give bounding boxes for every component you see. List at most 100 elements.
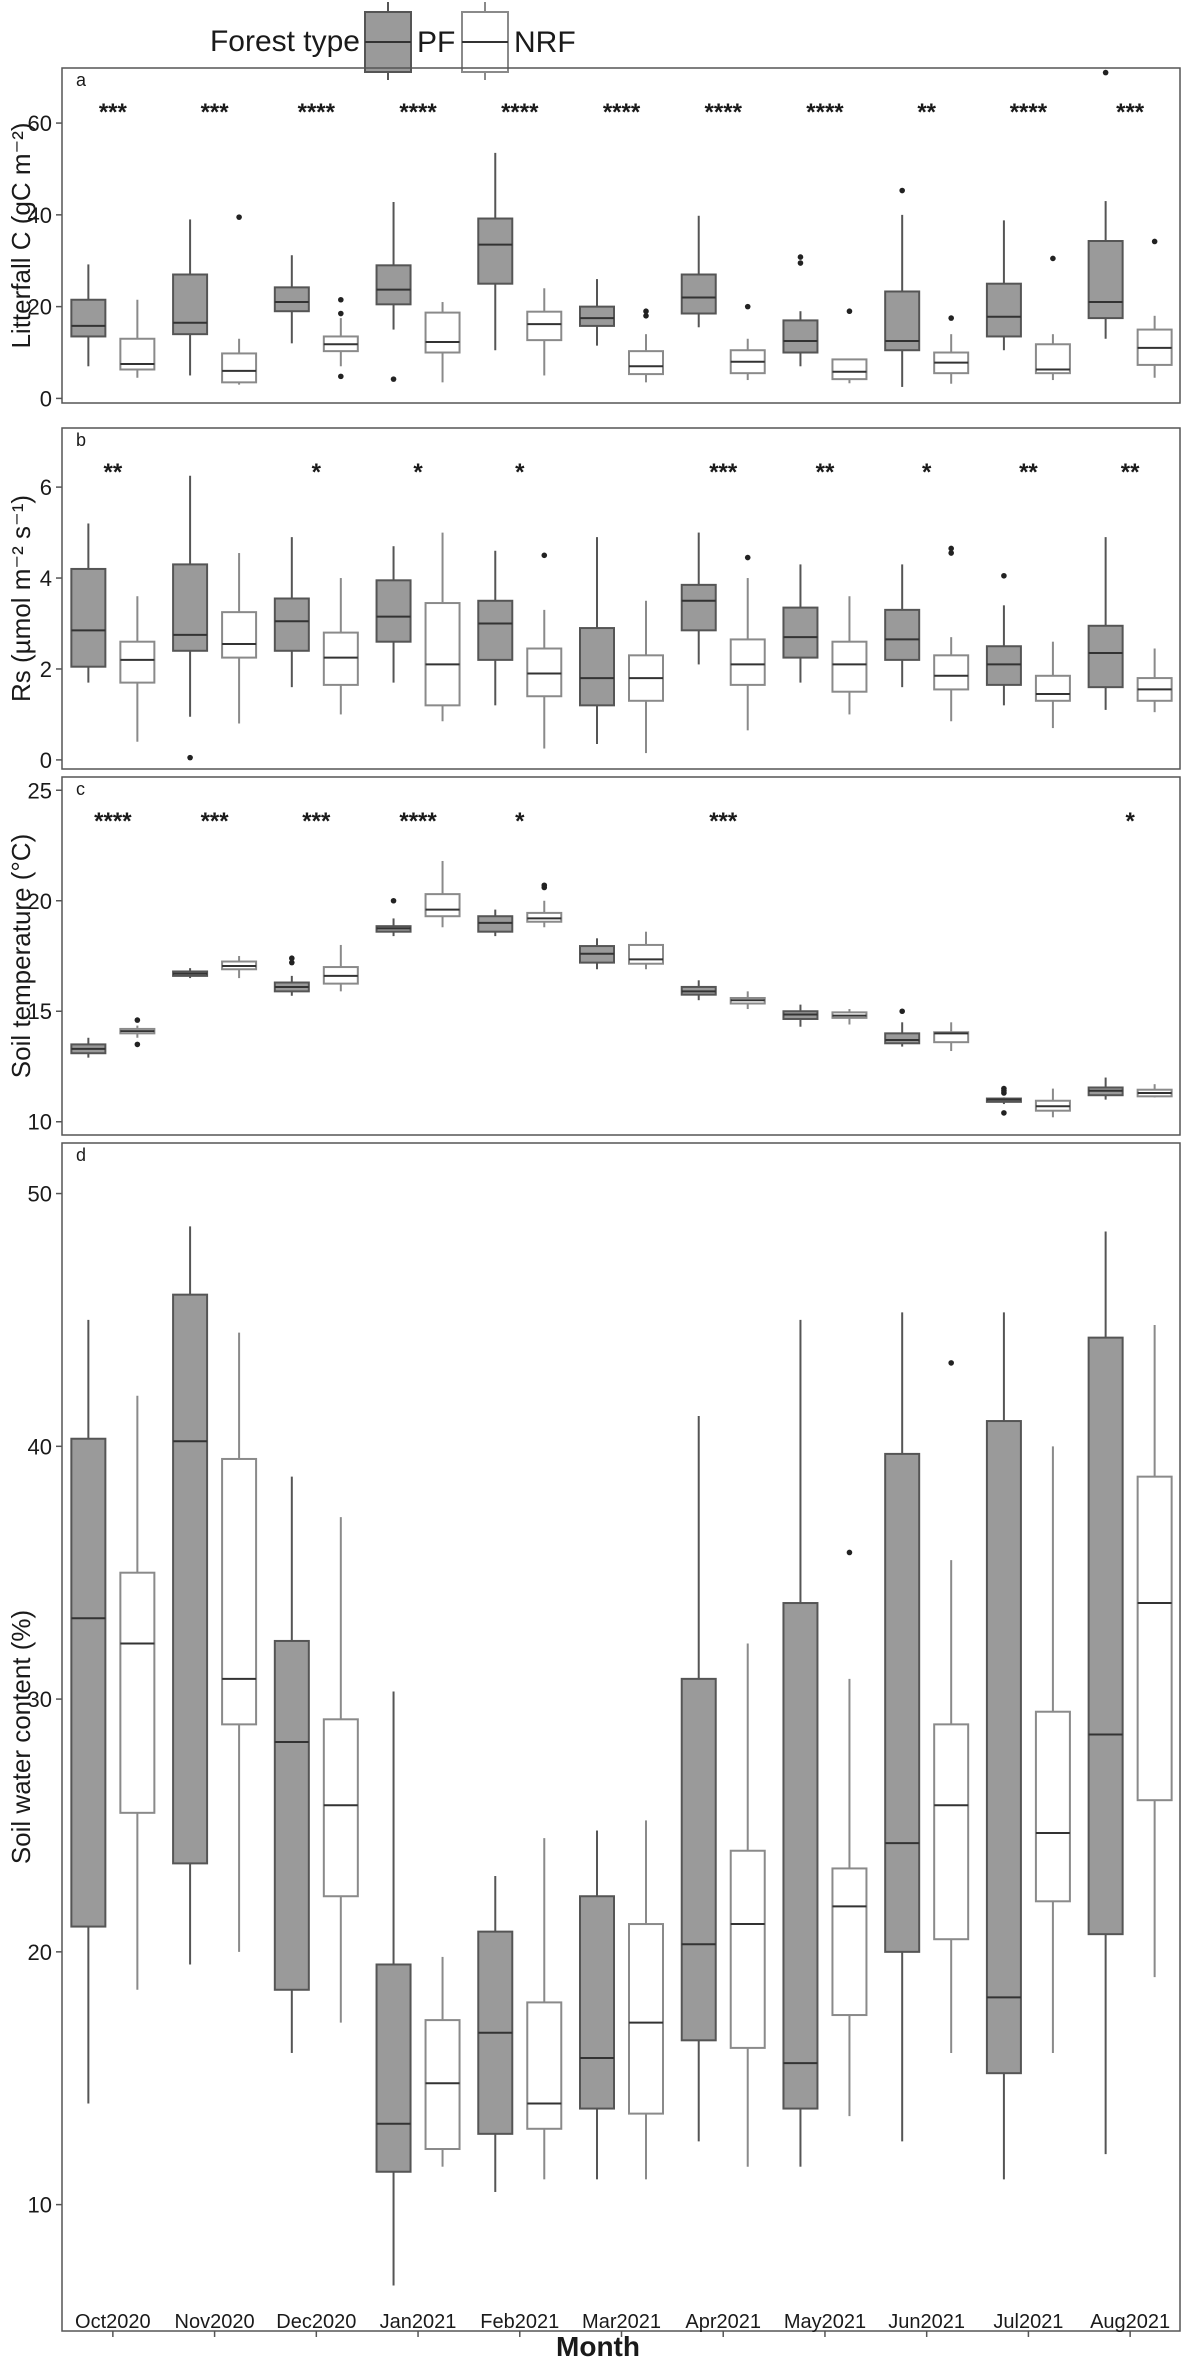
box-nrf (221, 1332, 258, 1952)
y-axis-title: Soil temperature (°C) (6, 834, 36, 1078)
box-iqr (172, 273, 209, 336)
box-iqr (1034, 343, 1071, 375)
box-iqr (782, 1602, 819, 2110)
outlier-point (289, 955, 295, 962)
box-iqr (119, 1571, 156, 1814)
significance-label: ** (1121, 459, 1140, 486)
box-pf (375, 1691, 412, 2286)
box-nrf (933, 545, 970, 722)
box-iqr (729, 1849, 766, 2049)
box-iqr (933, 1031, 970, 1044)
box-nrf (628, 600, 664, 754)
outlier-point (390, 376, 397, 382)
y-axis-title: Soil water content (%) (6, 1610, 36, 1864)
box-iqr (70, 567, 107, 668)
y-tick-label: 20 (28, 295, 52, 320)
outlier-point (1151, 238, 1158, 245)
box-nrf (628, 931, 664, 970)
box-iqr (221, 611, 258, 659)
x-tick-label: Aug2021 (1090, 2311, 1170, 2333)
outlier-point (948, 545, 954, 552)
box-nrf (933, 315, 970, 384)
box-nrf (831, 1549, 868, 2117)
box-nrf (831, 1009, 868, 1025)
x-tick-label: Mar2021 (582, 2311, 661, 2333)
box-pf (579, 938, 615, 970)
box-nrf (322, 578, 359, 715)
box-iqr (628, 350, 664, 376)
significance-label: *** (302, 808, 331, 835)
significance-label: ** (104, 459, 123, 486)
y-axis-title: Rs (µmol m⁻² s⁻¹) (6, 495, 36, 702)
significance-label: * (413, 459, 423, 486)
x-tick-label: May2021 (784, 2311, 866, 2333)
box-iqr (221, 352, 258, 384)
box-pf (680, 980, 717, 1001)
outlier-point (338, 296, 344, 303)
panel-letter: b (76, 430, 86, 450)
box-iqr (273, 1639, 310, 1991)
box-pf (985, 1312, 1022, 2180)
significance-label: * (922, 459, 932, 486)
significance-label: **** (806, 99, 844, 126)
panel-letter: d (76, 1145, 86, 1165)
y-tick-label: 0 (40, 748, 52, 773)
box-pf (273, 537, 310, 688)
box-nrf (221, 956, 258, 979)
y-tick-label: 40 (28, 203, 52, 228)
box-pf (782, 254, 819, 367)
box-nrf (526, 1838, 563, 2180)
y-tick-label: 2 (40, 657, 52, 682)
y-tick-label: 20 (28, 889, 52, 914)
box-iqr (628, 943, 664, 965)
box-pf (477, 152, 514, 351)
box-iqr (424, 893, 461, 918)
box-iqr (831, 358, 868, 381)
box-iqr (985, 1420, 1022, 2075)
outlier-point (1001, 1110, 1007, 1116)
box-iqr (782, 319, 819, 354)
box-nrf (322, 1517, 359, 2023)
outlier-point (541, 882, 548, 889)
outlier-point (948, 1360, 954, 1366)
box-iqr (782, 606, 819, 659)
box-nrf (1136, 648, 1173, 713)
box-nrf (424, 532, 461, 722)
x-tick-label: Feb2021 (480, 2311, 559, 2333)
box-nrf (729, 991, 766, 1010)
significance-label: **** (399, 808, 437, 835)
panel-letter: a (76, 70, 87, 90)
box-nrf (1136, 1084, 1173, 1098)
y-tick-label: 10 (28, 1110, 52, 1135)
box-nrf (1136, 1324, 1173, 1978)
box-iqr (172, 563, 209, 652)
box-nrf (119, 1017, 156, 1048)
y-tick-label: 20 (28, 1940, 52, 1965)
box-pf (172, 475, 209, 761)
box-iqr (526, 310, 563, 342)
legend-label-nrf: NRF (514, 26, 576, 59)
outlier-point (899, 1008, 905, 1015)
significance-label: **** (399, 99, 437, 126)
significance-label: ** (1019, 459, 1038, 486)
box-iqr (729, 638, 766, 686)
x-tick-label: Apr2021 (685, 2311, 761, 2333)
y-axis-title: Litterfall C (gC m⁻²) (6, 122, 36, 348)
box-nrf (933, 1360, 970, 2053)
outlier-point (1001, 1085, 1007, 1092)
box-iqr (375, 579, 412, 643)
box-iqr (477, 915, 514, 933)
outlier-point (948, 550, 954, 556)
outlier-point (1102, 69, 1109, 76)
outlier-point (846, 308, 853, 315)
box-pf (884, 1312, 921, 2142)
significance-label: **** (1010, 99, 1048, 126)
box-iqr (831, 1867, 868, 2017)
box-pf (477, 550, 514, 706)
box-iqr (221, 1457, 258, 1726)
box-pf (172, 968, 209, 979)
box-pf (273, 955, 310, 996)
x-axis-title: Month (556, 2331, 640, 2362)
box-pf (985, 220, 1022, 351)
